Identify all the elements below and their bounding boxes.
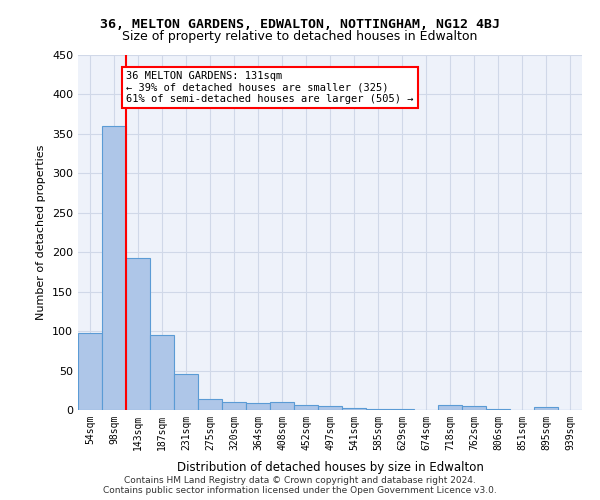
Bar — [126, 258, 150, 410]
Bar — [174, 374, 198, 410]
Bar — [438, 406, 462, 410]
Bar — [198, 399, 222, 410]
Bar — [294, 406, 318, 410]
Bar — [102, 126, 126, 410]
Text: 36 MELTON GARDENS: 131sqm
← 39% of detached houses are smaller (325)
61% of semi: 36 MELTON GARDENS: 131sqm ← 39% of detac… — [126, 71, 413, 104]
X-axis label: Distribution of detached houses by size in Edwalton: Distribution of detached houses by size … — [176, 461, 484, 474]
Bar — [366, 409, 390, 410]
Bar — [462, 406, 486, 410]
Text: 36, MELTON GARDENS, EDWALTON, NOTTINGHAM, NG12 4BJ: 36, MELTON GARDENS, EDWALTON, NOTTINGHAM… — [100, 18, 500, 30]
Text: Contains HM Land Registry data © Crown copyright and database right 2024.
Contai: Contains HM Land Registry data © Crown c… — [103, 476, 497, 495]
Text: Size of property relative to detached houses in Edwalton: Size of property relative to detached ho… — [122, 30, 478, 43]
Bar — [270, 402, 294, 410]
Bar — [150, 335, 174, 410]
Bar — [318, 406, 342, 410]
Bar — [486, 409, 510, 410]
Bar — [222, 402, 246, 410]
Bar — [342, 408, 366, 410]
Bar — [246, 403, 270, 410]
Y-axis label: Number of detached properties: Number of detached properties — [37, 145, 46, 320]
Bar — [78, 334, 102, 410]
Bar — [390, 409, 414, 410]
Bar — [534, 407, 558, 410]
